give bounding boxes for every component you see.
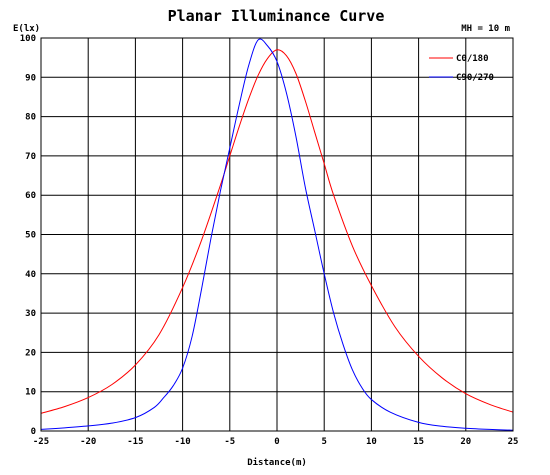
y-tick-label: 80 — [25, 113, 36, 123]
y-tick-label: 0 — [31, 427, 36, 437]
y-tick-label: 10 — [25, 388, 36, 398]
y-tick-label: 90 — [25, 73, 36, 83]
x-tick-label: -20 — [80, 437, 96, 447]
x-tick-label: -15 — [127, 437, 143, 447]
y-tick-label: 50 — [25, 231, 36, 241]
mounting-height-note: MH = 10 m — [461, 24, 510, 34]
x-tick-label: 20 — [460, 437, 471, 447]
y-tick-label: 20 — [25, 348, 36, 358]
legend-label: C90/270 — [456, 73, 494, 83]
series-line-c90-270 — [40, 38, 514, 431]
chart-title: Planar Illuminance Curve — [168, 7, 385, 25]
series-line-c0-180 — [40, 49, 514, 414]
y-axis-label: E(lx) — [13, 24, 40, 34]
legend-label: C0/180 — [456, 54, 489, 64]
x-tick-label: 25 — [508, 437, 519, 447]
y-tick-label: 40 — [25, 270, 36, 280]
x-tick-label: 10 — [366, 437, 377, 447]
x-tick-label: 15 — [413, 437, 424, 447]
x-tick-labels: -25 -20 -15 -10 -5 0 5 10 15 20 25 — [33, 437, 519, 447]
x-tick-label: -25 — [33, 437, 49, 447]
legend: C0/180 C90/270 — [429, 54, 494, 83]
y-tick-labels: 0 10 20 30 40 50 60 70 80 90 100 — [20, 34, 36, 437]
y-tick-label: 60 — [25, 191, 36, 201]
x-tick-label: -10 — [174, 437, 190, 447]
plot-frame — [40, 37, 514, 432]
x-tick-label: 0 — [274, 437, 279, 447]
y-tick-label: 30 — [25, 309, 36, 319]
x-axis-label: Distance(m) — [247, 457, 307, 468]
y-tick-label: 100 — [20, 34, 36, 44]
y-tick-label: 70 — [25, 152, 36, 162]
x-tick-label: 5 — [321, 437, 326, 447]
x-tick-label: -5 — [224, 437, 235, 447]
series-lines — [40, 38, 514, 431]
